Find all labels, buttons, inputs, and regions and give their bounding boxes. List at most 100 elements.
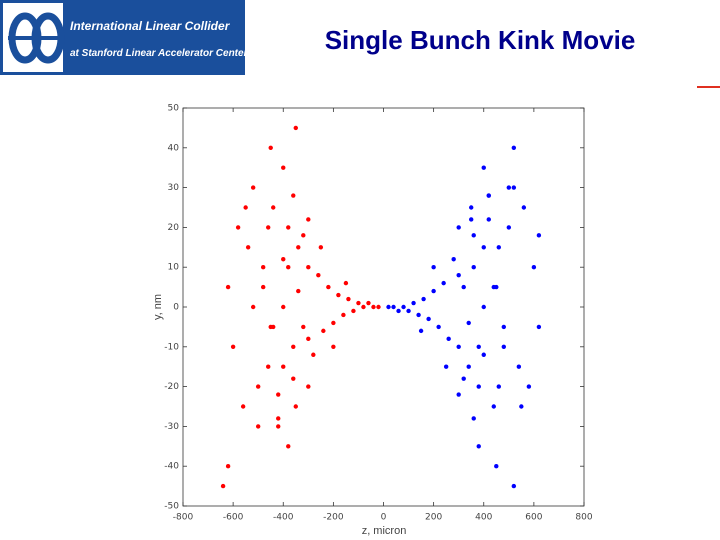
- scatter-point: [516, 364, 522, 369]
- x-tick-label: 0: [381, 513, 387, 523]
- scatter-point: [301, 324, 306, 330]
- scatter-point: [281, 304, 286, 310]
- scatter-point: [225, 464, 231, 469]
- scatter-point: [336, 292, 341, 298]
- scatter-point: [311, 352, 316, 357]
- scatter-point: [220, 483, 226, 489]
- scatter-point: [521, 205, 527, 210]
- scatter-point: [281, 364, 286, 369]
- scatter-point: [421, 296, 426, 302]
- scatter-point: [506, 185, 512, 190]
- scatter-point: [466, 320, 471, 326]
- plot-frame: [182, 107, 585, 507]
- scatter-point: [266, 225, 271, 230]
- y-tick-label: -20: [164, 382, 179, 392]
- scatter-point: [476, 444, 481, 449]
- scatter-point: [343, 280, 349, 286]
- y-tick-label: -10: [164, 342, 179, 352]
- scatter-point: [406, 308, 411, 314]
- scatter-point: [494, 464, 499, 469]
- scatter-point: [431, 265, 436, 270]
- scatter-point: [376, 304, 381, 310]
- scatter-point: [318, 245, 324, 250]
- scatter-point: [481, 352, 486, 357]
- scatter-point: [456, 344, 461, 349]
- x-tick-label: 600: [525, 513, 542, 523]
- scatter-point: [230, 344, 236, 349]
- scatter-point: [326, 284, 331, 290]
- scatter-point: [441, 280, 446, 286]
- scatter-point: [276, 424, 281, 429]
- x-tick-label: 400: [475, 513, 492, 523]
- scatter-point: [411, 300, 416, 306]
- scatter-point: [255, 424, 261, 429]
- scatter-point: [331, 344, 336, 349]
- scatter-point: [240, 404, 246, 409]
- scatter-point: [451, 257, 456, 262]
- scatter-point: [506, 225, 512, 230]
- scatter-point: [456, 272, 461, 278]
- scatter-point: [526, 384, 532, 389]
- scatter-point: [471, 416, 476, 421]
- scatter-point: [501, 324, 506, 330]
- scatter-point: [511, 185, 517, 190]
- scatter-point: [301, 233, 306, 238]
- scatter-point: [511, 145, 517, 150]
- scatter-point: [341, 312, 346, 318]
- scatter-point: [331, 320, 336, 326]
- scatter-point: [351, 308, 356, 314]
- scatter-point: [255, 384, 261, 389]
- scatter-point: [519, 404, 524, 409]
- scatter-point: [416, 312, 421, 318]
- scatter-point: [346, 296, 351, 302]
- y-tick-label: 50: [168, 104, 180, 114]
- y-axis-label: y, nm: [152, 294, 164, 320]
- scatter-point: [245, 245, 251, 250]
- scatter-point: [469, 217, 474, 222]
- y-tick-label: -30: [164, 422, 179, 432]
- scatter-point: [250, 304, 256, 310]
- scatter-point: [461, 284, 466, 290]
- scatter-point: [296, 288, 301, 294]
- x-tick-label: 800: [575, 513, 592, 523]
- scatter-point: [291, 193, 296, 198]
- logo-line: International Linear Collider: [70, 19, 231, 33]
- x-axis-label: z, micron: [362, 525, 407, 537]
- scatter-point: [291, 344, 296, 349]
- x-tick-label: 200: [425, 513, 442, 523]
- scatter-point: [306, 336, 311, 342]
- logo-line: at Stanford Linear Accelerator Center: [70, 48, 249, 59]
- scatter-point: [306, 265, 311, 270]
- scatter-point: [293, 404, 298, 409]
- scatter-point: [321, 328, 326, 334]
- scatter-point: [293, 125, 298, 131]
- y-tick-label: -50: [164, 502, 179, 512]
- scatter-point: [461, 376, 466, 381]
- scatter-point: [316, 272, 321, 278]
- scatter-point: [276, 416, 281, 421]
- scatter-point: [271, 205, 276, 210]
- scatter-point: [235, 225, 241, 230]
- scatter-point: [456, 392, 461, 397]
- scatter-point: [281, 257, 286, 262]
- scatter-point: [531, 265, 537, 270]
- y-tick-label: 10: [168, 263, 180, 273]
- x-tick-label: -800: [173, 513, 194, 523]
- scatter-point: [491, 284, 496, 290]
- scatter-point: [306, 217, 311, 222]
- scatter-point: [296, 245, 301, 250]
- chart-title: Single Bunch Kink Movie: [325, 25, 636, 55]
- scatter-point: [481, 165, 486, 170]
- scatter-point: [481, 304, 486, 310]
- scatter-point: [469, 205, 474, 210]
- scatter-point: [243, 205, 248, 210]
- scatter-point: [366, 300, 371, 306]
- scatter-point: [291, 376, 296, 381]
- scatter-point: [261, 265, 266, 270]
- scatter-point: [481, 245, 486, 250]
- scatter-point: [511, 483, 517, 489]
- scatter-point: [225, 284, 231, 290]
- scatter-point: [491, 404, 496, 409]
